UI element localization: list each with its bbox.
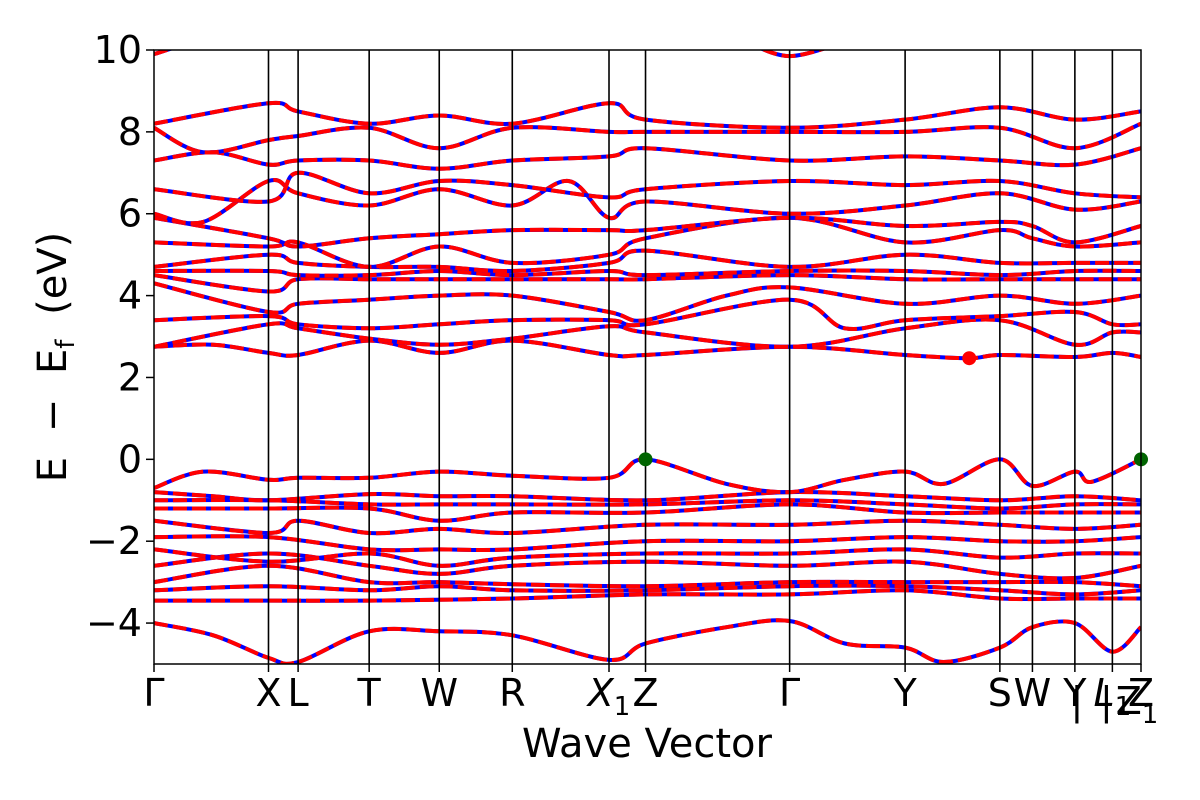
x-tick-label-5: R — [499, 671, 525, 715]
y-tick-label-0: 10 — [94, 28, 142, 72]
y-tick-label-1: 8 — [118, 110, 142, 154]
y-label-e: E — [30, 457, 76, 482]
band-19-solid — [154, 215, 1141, 269]
x-ticks: Γ X L T W R X1 Z Γ Y S W Y L1Z| | Z1 — [143, 664, 1158, 730]
x-tick-label-8: Γ — [779, 671, 800, 715]
y-label-unit: (eV) — [30, 232, 76, 315]
y-tick-label-6: −2 — [86, 519, 142, 563]
band-18-dashed — [154, 248, 1141, 274]
band-6-dashed — [154, 534, 1141, 553]
band-20-dashed — [154, 215, 1141, 249]
x-extra-label-1: | — [1100, 679, 1113, 724]
band-24-dashed — [154, 121, 1141, 155]
band-21-dashed — [154, 177, 1141, 226]
extremum-marker-0 — [638, 452, 653, 467]
band-9-dashed — [154, 497, 1141, 511]
band-7-dashed — [154, 518, 1141, 536]
y-label-f-sub: f — [51, 339, 81, 349]
band-13-dashed — [154, 317, 1141, 349]
band-12-dashed — [154, 338, 1141, 361]
y-tick-label-5: 0 — [118, 437, 142, 481]
x-extra-label-2: Z1 — [1116, 679, 1159, 730]
band-2-dashed — [154, 583, 1141, 597]
kpoint-lines — [267, 50, 1114, 664]
x-axis-label: Wave Vector — [522, 721, 773, 767]
y-tick-label-4: 2 — [118, 355, 142, 399]
band-25-dashed — [154, 100, 1141, 130]
band-22-dashed — [154, 170, 1141, 204]
markers-layer — [638, 351, 1148, 467]
x-tick-label-12: Y — [1062, 671, 1087, 715]
y-tick-label-7: −4 — [86, 601, 142, 645]
band-27-solid — [759, 50, 827, 59]
band-15-dashed — [154, 281, 1141, 323]
y-tick-label-3: 4 — [118, 274, 142, 318]
y-axis-label: E − Ef (eV) — [30, 232, 84, 483]
band-0-dashed — [154, 618, 1141, 664]
y-label-minus: − — [30, 399, 76, 433]
band-6-solid — [154, 534, 1141, 553]
y-ticks: 10 8 6 4 2 0 −2 −4 — [86, 28, 154, 645]
y-label-ef: E — [30, 349, 76, 374]
x-tick-label-9: Y — [892, 671, 917, 715]
x-extra-label-0: | — [1070, 679, 1083, 724]
x-tick-label-13: L1 — [1094, 671, 1132, 722]
x-tick-label-1: X — [255, 671, 281, 715]
extremum-marker-2 — [962, 351, 977, 366]
y-tick-label-2: 6 — [118, 192, 142, 236]
band-16-dashed — [154, 273, 1141, 294]
x-tick-label-14: Z — [1128, 671, 1154, 715]
x-tick-label-11: W — [1014, 671, 1052, 715]
band-1-dashed — [154, 588, 1141, 603]
bands-layer — [154, 50, 1141, 664]
x-tick-label-3: T — [357, 671, 382, 715]
plot-frame — [153, 49, 1142, 665]
x-tick-label-10: S — [988, 671, 1012, 715]
x-tick-label-2: L — [288, 671, 309, 715]
x-tick-label-0: Γ — [143, 671, 164, 715]
x-tick-label-4: W — [420, 671, 458, 715]
x-tick-label-7: Z — [633, 671, 659, 715]
band-25-solid — [154, 100, 1141, 130]
band-8-dashed — [154, 502, 1141, 523]
x-tick-label-6: X1 — [586, 671, 631, 722]
